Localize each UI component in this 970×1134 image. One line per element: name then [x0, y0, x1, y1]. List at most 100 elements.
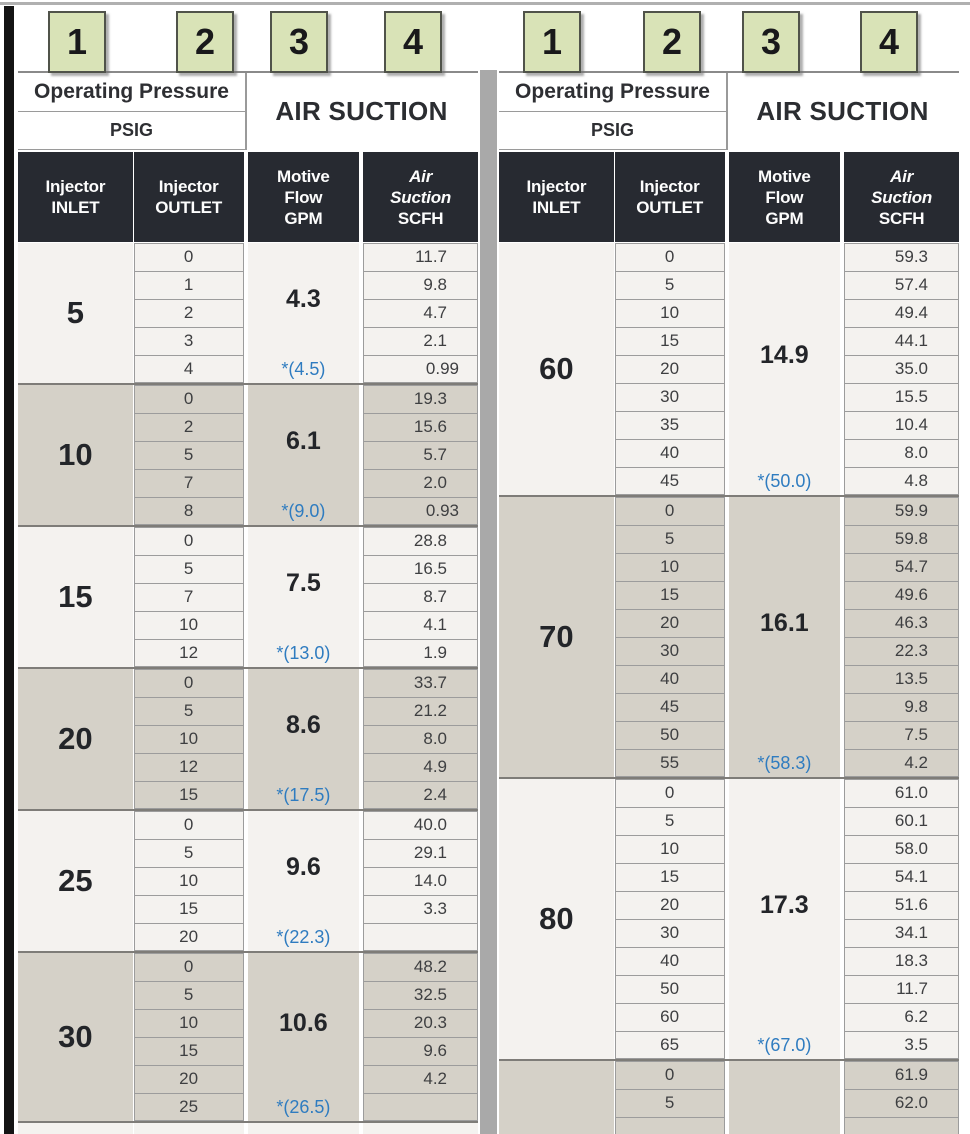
column-header-motive-flow: Motive Flow GPM: [728, 152, 841, 242]
motive-flow-value: 8.6: [285, 710, 321, 739]
column-header-line: SCFH: [878, 208, 925, 228]
operating-pressure-title: Operating Pressure: [499, 73, 726, 112]
operating-pressure-title: Operating Pressure: [18, 73, 245, 112]
operating-pressure-header: Operating Pressure PSIG: [499, 73, 726, 150]
outlet-column: 0 5 10 15 20 25: [133, 953, 244, 1121]
air-suction-value-cell: 8.7: [363, 583, 478, 611]
column-header-line: Injector: [639, 177, 700, 196]
air-suction-value-cell: 6.2: [844, 1003, 959, 1031]
outlet-value-cell: 8: [133, 497, 244, 525]
motive-flow-value: 9.6: [285, 852, 321, 881]
motive-flow-cell: 10.6 *(26.5): [247, 953, 360, 1121]
air-suction-value-cell: 9.8: [363, 271, 478, 299]
air-suction-value-cell: 4.1: [363, 611, 478, 639]
max-outlet-starred-value: *(13.0): [276, 642, 331, 663]
air-suction-column: 28.8 16.5 8.7 4.1 1.9: [363, 527, 478, 667]
inlet-pressure-value: 60: [539, 351, 574, 386]
inlet-pressure-value: 5: [66, 295, 84, 330]
motive-flow-cell: 14.9 *(50.0): [728, 243, 841, 495]
max-outlet-starred-value: *(22.3): [276, 926, 331, 947]
air-suction-value-cell: 0.99: [363, 355, 478, 383]
air-suction-value-cell: 11.7: [844, 975, 959, 1003]
outlet-value-cell: 0: [133, 953, 244, 981]
outlet-value-cell: 15: [614, 863, 725, 891]
outlet-column: 0 5 10 15 20 30 40 45 50 55: [614, 497, 725, 777]
column-header-line: INLET: [532, 198, 581, 217]
column-header-line: OUTLET: [636, 198, 704, 217]
inlet-pressure-cell: 10: [18, 385, 133, 525]
air-suction-column: 33.7 21.2 8.0 4.9 2.4: [363, 669, 478, 809]
pressure-group: 15 0 5 7 10 12 7.5 *(13.0) 28.8 16.5 8.7 4.1 1.9: [18, 525, 478, 667]
outlet-value-cell: 35: [614, 411, 725, 439]
psig-label: PSIG: [590, 120, 634, 140]
air-suction-column: 11.7 9.8 4.7 2.1 0.99: [363, 243, 478, 383]
air-suction-value-cell: 49.4: [844, 299, 959, 327]
pressure-group: 30 0 5 10 15 20 25 10.6 *(26.5) 48.2 32.5 20.3 9.6 4.…: [18, 951, 478, 1121]
air-suction-value-cell: 62.0: [844, 1089, 959, 1117]
inlet-pressure-value: 80: [539, 901, 574, 936]
column-badge-4: 4: [860, 11, 918, 73]
air-suction-value-cell: 10.4: [844, 411, 959, 439]
inlet-pressure-cell: [499, 1061, 614, 1134]
air-suction-column: 61.9 62.0: [844, 1061, 959, 1134]
outlet-value-cell: 2: [133, 413, 244, 441]
outlet-value-cell: 10: [133, 867, 244, 895]
column-header-injector-inlet: Injector INLET: [18, 152, 133, 242]
air-suction-value-cell: 58.0: [844, 835, 959, 863]
max-outlet-starred-value: *(9.0): [281, 500, 326, 521]
column-header-line: Motive: [758, 166, 811, 186]
outlet-value-cell: 0: [614, 243, 725, 271]
outlet-value-cell: 30: [614, 919, 725, 947]
column-header-line: Injector: [158, 177, 219, 196]
table-header: Operating Pressure PSIG AIR SUCTION Inje…: [499, 71, 959, 242]
outlet-value-cell: 0: [133, 527, 244, 555]
outlet-value-cell: 5: [133, 555, 244, 583]
inlet-pressure-value: 10: [58, 437, 93, 472]
motive-flow-cell: 6.1 *(9.0): [247, 385, 360, 525]
outlet-value-cell: 1: [133, 271, 244, 299]
outlet-value-cell: 5: [614, 807, 725, 835]
pressure-group: 25 0 5 10 15 20 9.6 *(22.3) 40.0 29.1 14.0 3.3: [18, 809, 478, 951]
max-outlet-starred-value: *(26.5): [276, 1096, 331, 1117]
outlet-value-cell: 12: [133, 639, 244, 667]
outlet-value-cell: 15: [614, 581, 725, 609]
air-suction-value-cell: 49.6: [844, 581, 959, 609]
column-header-line: Injector: [526, 177, 587, 196]
column-header-line: Air: [890, 166, 914, 186]
outlet-value-cell: 20: [614, 891, 725, 919]
outlet-value-cell: 0: [614, 779, 725, 807]
column-header-line: Injector: [45, 177, 106, 196]
air-suction-value-cell: 2.1: [363, 327, 478, 355]
column-header-row: Injector INLET Injector OUTLET Motive Fl…: [18, 152, 478, 242]
motive-flow-value: 6.1: [285, 426, 321, 455]
motive-flow-value: 4.3: [285, 284, 321, 313]
motive-flow-value: [248, 1123, 360, 1134]
outlet-value-cell: 10: [614, 299, 725, 327]
air-suction-value-cell: 2.4: [363, 781, 478, 809]
column-header-line: OUTLET: [155, 198, 223, 217]
injector-table-left: 1 2 3 4 Operating Pressure PSIG AIR SUCT…: [18, 0, 478, 1134]
air-suction-value-cell: 2.0: [363, 469, 478, 497]
max-outlet-starred-value: *(58.3): [757, 752, 812, 773]
column-header-line: Flow: [765, 187, 804, 207]
motive-flow-cell: 7.5 *(13.0): [247, 527, 360, 667]
air-suction-value-cell: 11.7: [363, 243, 478, 271]
outlet-value-cell: 5: [614, 1089, 725, 1117]
table-divider: [480, 70, 497, 1134]
outlet-value-cell: 7: [133, 583, 244, 611]
inlet-pressure-cell: 80: [499, 779, 614, 1059]
inlet-pressure-value: 70: [539, 619, 574, 654]
air-suction-value-cell: 4.2: [363, 1065, 478, 1093]
air-suction-value-cell: 54.7: [844, 553, 959, 581]
outlet-value-cell: 50: [614, 721, 725, 749]
outlet-value-cell: 45: [614, 693, 725, 721]
column-badge-3: 3: [742, 11, 800, 73]
air-suction-value-cell: 13.5: [844, 665, 959, 693]
inlet-pressure-cell: 30: [18, 953, 133, 1121]
column-badge-1: 1: [48, 11, 106, 73]
air-suction-value-cell: [844, 1117, 959, 1134]
table-header: Operating Pressure PSIG AIR SUCTION Inje…: [18, 71, 478, 242]
air-suction-value-cell: 22.3: [844, 637, 959, 665]
motive-flow-cell: 17.3 *(67.0): [728, 779, 841, 1059]
